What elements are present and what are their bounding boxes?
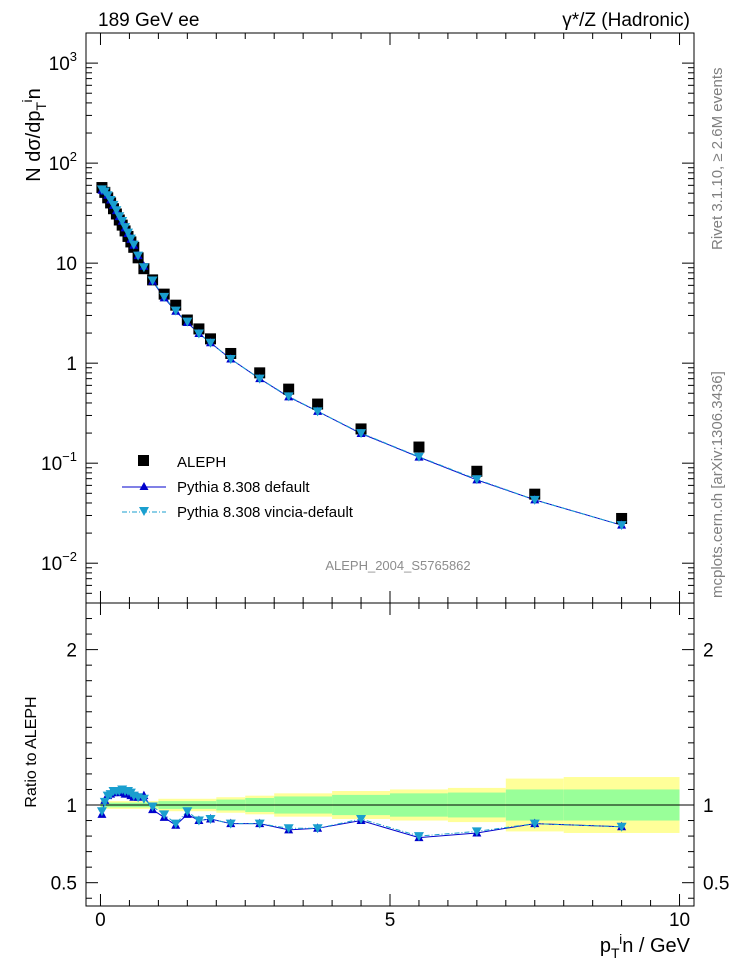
ratio-vincia-point	[182, 807, 193, 817]
x-tick-label: 10	[669, 910, 690, 931]
ratio-vincia-point	[312, 824, 323, 834]
vincia-point	[225, 355, 236, 365]
ratio-frame	[85, 602, 695, 907]
vincia-point	[105, 195, 116, 205]
ratio-vincia-line	[101, 788, 622, 837]
ratio-vincia-point	[356, 814, 367, 824]
vincia-point	[170, 306, 181, 316]
energy-label: 189 GeV ee	[98, 10, 199, 31]
vincia-line	[101, 188, 622, 526]
ratio-vincia-point	[413, 832, 424, 842]
ratio-vincia-point	[283, 824, 294, 834]
ratio-y-tick-label-left: 2	[66, 641, 77, 662]
legend-marker-aleph	[138, 455, 149, 466]
ratio-vincia-point	[147, 802, 158, 812]
y-title-sup: i	[19, 99, 35, 102]
legend-marker-vincia	[139, 507, 149, 516]
vincia-point	[283, 392, 294, 402]
y-title-part-2: n	[23, 88, 45, 99]
ratio-vincia-point	[138, 794, 149, 804]
legend: ALEPH Pythia 8.308 default Pythia 8.308 …	[122, 454, 354, 521]
legend-label-vincia: Pythia 8.308 vincia-default	[177, 504, 354, 521]
axes: 0 5 10 10−2 10−1 1 10 102 103 0.5 0.5 1 1 2 2	[41, 32, 729, 931]
analysis-watermark: ALEPH_2004_S5765862	[325, 558, 470, 573]
mcplots-label: mcplots.cern.ch [arXiv:1306.3436]	[709, 371, 726, 598]
ratio-vincia-point	[159, 810, 170, 820]
vincia-point	[108, 200, 119, 210]
aleph-point	[413, 441, 425, 453]
aleph-point	[616, 512, 628, 524]
vincia-point	[138, 263, 149, 273]
ratio-y-tick-label-left: 0.5	[51, 874, 77, 895]
vincia-point	[125, 234, 136, 244]
vincia-point	[193, 329, 204, 339]
vincia-point	[114, 212, 125, 222]
vincia-point	[529, 495, 540, 505]
ratio-vincia-point	[170, 819, 181, 829]
x-tick-label: 5	[385, 910, 396, 931]
legend-label-aleph: ALEPH	[177, 454, 226, 471]
legend-label-default: Pythia 8.308 default	[177, 479, 310, 496]
y-tick-label: 103	[49, 49, 77, 75]
ratio-vincia-point	[99, 797, 110, 807]
aleph-point	[254, 367, 266, 379]
vincia-point	[254, 374, 265, 384]
ratio-vincia-point	[193, 816, 204, 826]
aleph-point	[170, 299, 182, 311]
vincia-point	[122, 228, 133, 238]
x-axis-title: pTin / GeV	[600, 931, 691, 961]
ratio-y-tick-label-left: 1	[66, 796, 77, 817]
ratio-y-tick-label-right: 0.5	[703, 874, 729, 895]
y-tick-label: 1	[66, 354, 77, 375]
aleph-point	[312, 398, 324, 410]
ratio-vincia-point	[96, 807, 107, 817]
y-tick-label: 102	[49, 149, 77, 175]
vincia-point	[471, 475, 482, 485]
vincia-point	[182, 317, 193, 327]
ratio-vincia-point	[471, 827, 482, 837]
rivet-version-label: Rivet 3.1.10, ≥ 2.6M events	[709, 68, 726, 251]
y-tick-label: 10−1	[41, 449, 77, 475]
ratio-y-axis-title: Ratio to ALEPH	[23, 696, 40, 807]
legend-marker-default	[139, 482, 149, 490]
aleph-point	[471, 465, 483, 477]
main-y-axis-title: N dσ/dpTin	[19, 88, 49, 182]
vincia-point	[102, 191, 113, 201]
process-label: γ*/Z (Hadronic)	[562, 10, 690, 31]
vincia-point	[117, 216, 128, 226]
ratio-vincia-point	[254, 819, 265, 829]
y-title-sub: T	[33, 102, 49, 111]
y-title-part-1: N dσ/dp	[23, 111, 45, 182]
ratio-y-tick-label-right: 2	[703, 641, 714, 662]
vincia-point	[356, 429, 367, 439]
vincia-point	[413, 452, 424, 462]
vincia-point	[147, 276, 158, 286]
vincia-point	[120, 223, 131, 233]
ratio-vincia-point	[205, 814, 216, 824]
vincia-point	[616, 521, 627, 531]
default-line	[101, 189, 622, 526]
ratio-vincia-point	[616, 822, 627, 832]
series-layer	[96, 182, 628, 842]
ratio-y-tick-label-right: 1	[703, 796, 714, 817]
aleph-point	[225, 347, 237, 359]
ratio-vincia-point	[225, 819, 236, 829]
y-tick-label: 10	[56, 254, 77, 275]
vincia-point	[159, 292, 170, 302]
aleph-point	[283, 383, 295, 395]
ratio-vincia-point	[529, 819, 540, 829]
vincia-point	[133, 251, 144, 261]
y-tick-label: 10−2	[41, 549, 77, 575]
vincia-point	[312, 407, 323, 417]
vincia-point	[128, 240, 139, 250]
vincia-point	[111, 206, 122, 216]
vincia-point	[205, 338, 216, 348]
x-tick-label: 0	[95, 910, 106, 931]
aleph-point	[529, 488, 541, 500]
